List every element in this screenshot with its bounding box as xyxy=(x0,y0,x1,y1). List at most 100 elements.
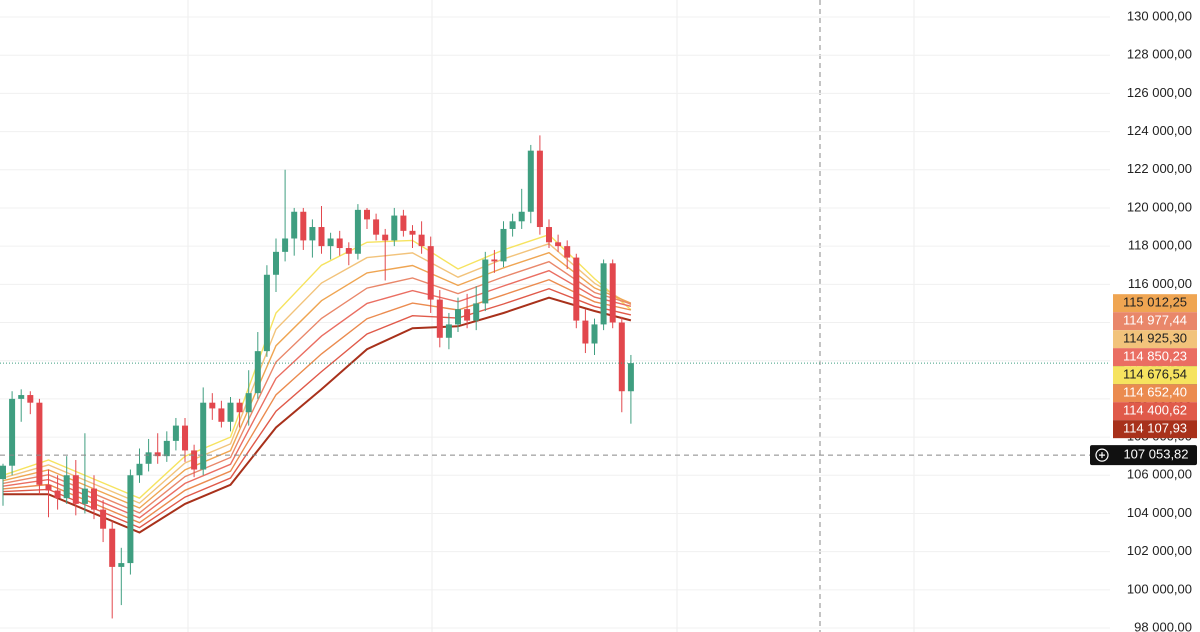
ema-value-box xyxy=(1113,330,1197,349)
candle-body xyxy=(200,402,207,470)
y-tick-label: 128 000,00 xyxy=(1127,47,1192,62)
candle-body xyxy=(627,363,634,392)
ema-value-label: 114 925,30 xyxy=(1123,331,1187,346)
ema-line xyxy=(2,233,632,500)
candle-body xyxy=(0,465,6,480)
candle-body xyxy=(182,425,188,451)
candle-body xyxy=(54,490,61,499)
candle-body xyxy=(218,408,225,422)
y-tick-label: 104 000,00 xyxy=(1127,505,1192,520)
candle-body xyxy=(273,251,279,275)
time-grid xyxy=(187,0,915,632)
candle-body xyxy=(354,209,361,254)
candle-body xyxy=(373,219,380,235)
candle-body xyxy=(245,393,252,413)
ema-value-box xyxy=(1113,366,1197,385)
ema-value-label: 114 107,93 xyxy=(1123,421,1187,436)
ema-line xyxy=(2,278,632,524)
ema-value-label: 114 850,23 xyxy=(1123,349,1187,364)
candle-body xyxy=(309,227,316,241)
candle-body xyxy=(327,238,334,247)
ema-value-label: 114 652,40 xyxy=(1123,385,1187,400)
candle-body xyxy=(18,395,25,399)
candle-body xyxy=(491,259,498,262)
candle-body xyxy=(591,324,598,344)
candle-body xyxy=(72,475,79,504)
candle-body xyxy=(500,228,507,262)
candle-body xyxy=(336,238,343,249)
candle-body xyxy=(618,322,625,392)
y-tick-label: 120 000,00 xyxy=(1127,199,1192,214)
y-tick-label: 122 000,00 xyxy=(1127,161,1192,176)
candle-body xyxy=(9,398,16,466)
candle-body xyxy=(546,227,552,243)
y-tick-label: 126 000,00 xyxy=(1127,85,1192,100)
candle-body xyxy=(482,259,489,304)
candle-body xyxy=(172,425,179,441)
y-tick-label: 124 000,00 xyxy=(1127,123,1192,138)
candle-body xyxy=(145,452,152,464)
ema-value-box xyxy=(1113,294,1197,313)
candle-body xyxy=(291,211,298,239)
candle-body xyxy=(391,215,398,241)
candle-body xyxy=(136,463,143,476)
candle-body xyxy=(227,402,234,422)
ema-line xyxy=(2,260,632,514)
candle-body xyxy=(582,320,589,344)
candle-body xyxy=(555,242,562,247)
candle-body xyxy=(45,484,52,491)
ema-value-label: 114 676,54 xyxy=(1123,367,1187,382)
candle-body xyxy=(163,440,170,457)
candle-body xyxy=(282,238,289,252)
candle-body xyxy=(418,234,425,247)
candle-body xyxy=(364,209,370,220)
ema-line xyxy=(2,242,632,504)
candle-body xyxy=(127,475,134,564)
candle-body xyxy=(382,234,389,241)
candle-body xyxy=(191,450,198,470)
y-tick-label: 100 000,00 xyxy=(1127,581,1192,596)
candle-body xyxy=(409,230,416,235)
ema-line xyxy=(2,251,632,509)
candle-body xyxy=(318,227,325,247)
candle-body xyxy=(27,395,34,403)
candle-body xyxy=(464,309,471,321)
ema-value-box xyxy=(1113,348,1197,367)
ema-line xyxy=(3,296,632,534)
ema-value-label: 114 400,62 xyxy=(1123,403,1187,418)
crosshair-plus xyxy=(1095,448,1109,462)
candle-body xyxy=(118,563,125,567)
crosshair-box xyxy=(1090,445,1197,466)
candle-body xyxy=(400,215,407,231)
y-tick-label: 98 000,00 xyxy=(1134,619,1192,632)
ema-line xyxy=(2,269,632,519)
crosshair-plus-icon xyxy=(1099,452,1105,459)
candle-body xyxy=(91,488,97,510)
candle-body xyxy=(81,488,88,504)
candle-body xyxy=(427,246,434,300)
ema-value-label: 115 012,25 xyxy=(1123,295,1187,310)
y-tick-label: 102 000,00 xyxy=(1127,543,1192,558)
candle-body xyxy=(100,509,107,529)
ema-value-box xyxy=(1113,312,1197,331)
candle-body xyxy=(609,263,616,323)
y-tick-label: 106 000,00 xyxy=(1127,467,1192,482)
ema-value-box xyxy=(1113,420,1197,439)
candle-body xyxy=(564,246,571,258)
candle-body xyxy=(455,309,461,325)
crosshair-label: 107 053,82 xyxy=(1123,447,1188,462)
y-tick-label: 118 000,00 xyxy=(1128,238,1192,253)
candle-body xyxy=(36,402,43,485)
candle-body xyxy=(518,211,525,222)
candle-body xyxy=(436,299,443,338)
candle-body xyxy=(527,150,534,212)
candle-body xyxy=(345,248,352,254)
y-tick-label: 130 000,00 xyxy=(1127,8,1192,23)
candle-body xyxy=(473,303,480,321)
candle-body xyxy=(209,402,216,409)
candle-body xyxy=(445,324,452,338)
candle-body xyxy=(63,475,70,499)
candle-body xyxy=(154,452,161,457)
candle-body xyxy=(536,150,543,228)
